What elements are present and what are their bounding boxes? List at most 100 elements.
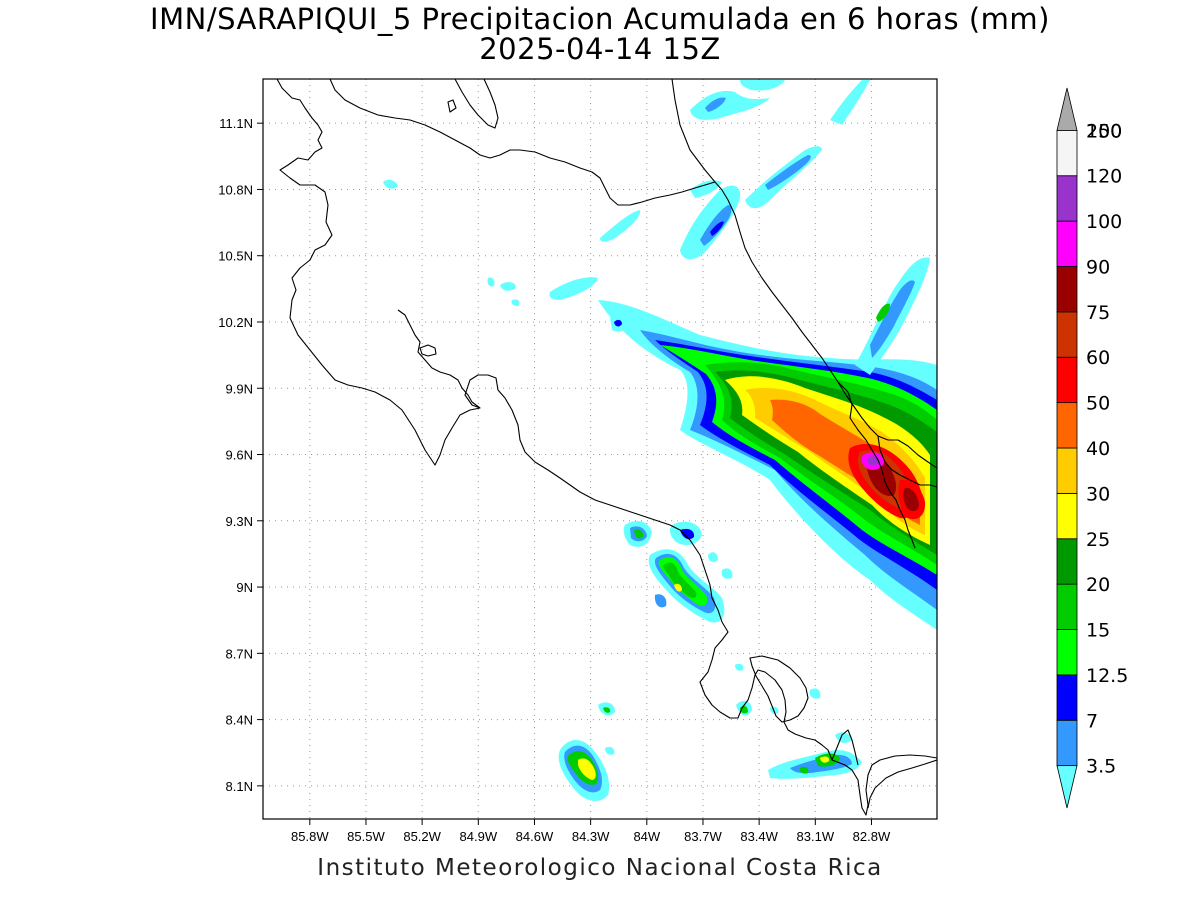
legend-swatch bbox=[1056, 356, 1078, 404]
panama-inland-border bbox=[877, 435, 937, 488]
legend-label: 50 bbox=[1086, 393, 1110, 415]
y-tick-label: 10.5N bbox=[218, 249, 253, 264]
legend-label: 30 bbox=[1086, 483, 1110, 505]
legend-swatch bbox=[1056, 220, 1078, 267]
legend-label: 90 bbox=[1086, 256, 1110, 278]
legend-swatch bbox=[1056, 719, 1078, 767]
legend-swatch bbox=[1056, 311, 1078, 358]
precip-streak-ne7 bbox=[690, 180, 722, 198]
x-tick-label: 85.2W bbox=[403, 829, 441, 844]
y-axis: 11.1N 10.8N 10.5N 10.2N 9.9N 9.6N 9.3N 9N 8.7N 8.… bbox=[218, 116, 263, 794]
precip-cluster-9n-f bbox=[721, 568, 733, 579]
legend-swatch bbox=[1056, 674, 1078, 721]
nicoya-gulf-island bbox=[419, 344, 437, 357]
precip-streak-ne2 bbox=[830, 80, 870, 125]
legend-label: 40 bbox=[1086, 438, 1110, 460]
y-tick-label: 9N bbox=[236, 580, 253, 595]
nicoya-peninsula-inner bbox=[397, 309, 481, 409]
x-tick-label: 85.5W bbox=[347, 829, 385, 844]
precip-dot-3 bbox=[500, 282, 516, 291]
precip-area-120 bbox=[867, 456, 879, 466]
legend-label: 20 bbox=[1086, 574, 1110, 596]
map-datetime: 2025-04-14 15Z bbox=[479, 32, 721, 66]
legend-swatch bbox=[1056, 629, 1078, 676]
precip-streak-ne5-in bbox=[705, 97, 726, 112]
precip-cluster-south-f bbox=[735, 663, 744, 671]
osa-peninsula bbox=[749, 655, 809, 723]
x-tick-label: 84.6W bbox=[516, 829, 554, 844]
precip-streak-ne4-dark bbox=[710, 221, 724, 236]
precip-streak-ne6 bbox=[740, 80, 785, 91]
y-tick-label: 9.3N bbox=[226, 514, 253, 529]
y-tick-label: 9.6N bbox=[226, 448, 253, 463]
precip-dot-1 bbox=[383, 179, 398, 189]
precip-streak-ne3-in bbox=[765, 155, 811, 190]
x-tick-label: 84.9W bbox=[460, 829, 498, 844]
precip-dot-2 bbox=[487, 277, 495, 287]
caribbean-coastline bbox=[671, 79, 937, 469]
coastlines-borders bbox=[276, 79, 937, 816]
legend-swatch bbox=[1056, 538, 1078, 585]
pacific-coastline bbox=[276, 79, 937, 816]
precip-cluster-south-h4 bbox=[820, 756, 830, 763]
legend-swatch bbox=[1056, 447, 1078, 494]
gulf-islet bbox=[447, 99, 457, 113]
y-tick-label: 11.1N bbox=[219, 116, 253, 131]
precip-dot-5 bbox=[929, 368, 937, 385]
footer-credit: Instituto Meteorologico Nacional Costa R… bbox=[317, 855, 883, 881]
legend-swatch bbox=[1056, 129, 1078, 177]
y-tick-label: 10.8N bbox=[218, 182, 253, 197]
precip-cluster-9n-e bbox=[708, 552, 718, 563]
x-tick-label: 85.8W bbox=[291, 829, 329, 844]
plot-frame bbox=[262, 78, 938, 820]
precip-cluster-9n-c4 bbox=[663, 562, 697, 599]
y-tick-label: 8.4N bbox=[226, 713, 253, 728]
legend-label: 15 bbox=[1086, 620, 1110, 642]
precip-streak-ne8 bbox=[600, 210, 641, 242]
y-tick-label: 9.9N bbox=[226, 381, 253, 396]
y-tick-label: 10.2N bbox=[218, 315, 253, 330]
cr-panama-border bbox=[837, 381, 916, 549]
legend-label: 200 bbox=[1086, 120, 1122, 142]
legend-swatch bbox=[1056, 266, 1078, 313]
border-south-segment bbox=[831, 729, 859, 766]
x-tick-label: 84.3W bbox=[572, 829, 610, 844]
legend-swatch bbox=[1056, 175, 1078, 222]
legend-swatch bbox=[1056, 492, 1078, 540]
precip-streak-ne4 bbox=[680, 185, 741, 260]
legend-swatch bbox=[1056, 402, 1078, 449]
x-tick-label: 83.1W bbox=[797, 829, 835, 844]
x-tick-label: 82.8W bbox=[853, 829, 891, 844]
x-axis: 85.8W 85.5W 85.2W 84.9W 84.6W 84.3W 84W 83.7W 83… bbox=[291, 819, 891, 844]
legend-label: 100 bbox=[1086, 211, 1122, 233]
legend-swatch bbox=[1056, 765, 1078, 809]
y-tick-label: 8.1N bbox=[226, 779, 253, 794]
legend-label: 12.5 bbox=[1086, 665, 1128, 687]
precip-cluster-south-i bbox=[835, 732, 852, 743]
precip-streak-ne4-in bbox=[700, 205, 732, 246]
precip-streak-ne9 bbox=[549, 277, 598, 300]
precip-cluster-south-b2 bbox=[603, 707, 611, 713]
legend-label: 60 bbox=[1086, 347, 1110, 369]
precip-cluster-south-c bbox=[605, 746, 615, 755]
precip-streak-ne5 bbox=[690, 90, 770, 120]
precip-streak-ne1-green bbox=[876, 303, 890, 322]
precip-cluster-south-a4 bbox=[578, 758, 596, 780]
lake-nicaragua-north bbox=[454, 79, 499, 129]
y-tick-label: 8.7N bbox=[226, 646, 253, 661]
legend-label: 7 bbox=[1086, 710, 1098, 732]
legend-label: 150 bbox=[1086, 120, 1122, 142]
x-tick-label: 83.7W bbox=[684, 829, 722, 844]
pacific-east-coast bbox=[867, 759, 937, 809]
precip-cluster-9n-a3 bbox=[634, 529, 644, 539]
precip-cluster-south-g bbox=[809, 688, 821, 699]
lake-nicaragua-shore bbox=[329, 79, 716, 206]
map-title: IMN/SARAPIQUI_5 Precipitacion Acumulada … bbox=[150, 2, 1050, 36]
legend-swatch bbox=[1056, 87, 1078, 131]
precip-dot-4 bbox=[511, 299, 520, 306]
legend-label: 75 bbox=[1086, 302, 1110, 324]
precipitation-field bbox=[383, 80, 937, 802]
legend-label: 3.5 bbox=[1086, 756, 1116, 778]
